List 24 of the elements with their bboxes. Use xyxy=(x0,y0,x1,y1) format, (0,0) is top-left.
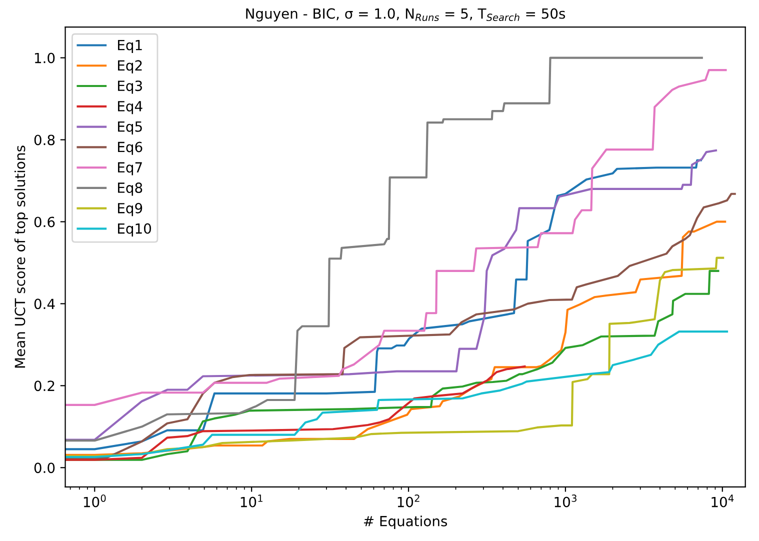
x-tick-label: 10$^{1}$ xyxy=(240,494,262,508)
x-tick-label: 10$^{0}$ xyxy=(84,494,106,508)
x-axis-title: # Equations xyxy=(364,516,448,530)
y-tick-label: 0.0 xyxy=(34,462,55,474)
y-axis-title: Mean UCT score of top solutions xyxy=(14,146,28,368)
legend-label: Eq10 xyxy=(118,223,152,236)
legend-label: Eq7 xyxy=(118,162,142,176)
x-tick-label: 10$^{4}$ xyxy=(712,494,734,508)
legend-label: Eq5 xyxy=(118,122,142,135)
y-tick-label: 0.8 xyxy=(34,134,55,146)
legend-label: Eq3 xyxy=(118,80,142,94)
y-tick-label: 1.0 xyxy=(34,52,55,64)
chart-title: Nguyen - BIC, σ = 1.0, N$_{Runs}$ = 5, T$_{Search}$ = 50s xyxy=(246,8,566,22)
y-tick-label: 0.6 xyxy=(34,216,55,228)
x-tick-label: 10$^{3}$ xyxy=(554,494,576,508)
y-tick-label: 0.2 xyxy=(34,380,54,392)
y-tick-label: 0.4 xyxy=(34,298,55,310)
legend-label: Eq6 xyxy=(118,142,142,155)
legend-label: Eq2 xyxy=(118,60,142,74)
legend-label: Eq8 xyxy=(118,182,142,196)
legend-label: Eq9 xyxy=(118,202,142,216)
x-tick-label: 10$^{2}$ xyxy=(398,494,420,508)
legend-label: Eq4 xyxy=(118,101,142,114)
legend-label: Eq1 xyxy=(118,40,142,53)
